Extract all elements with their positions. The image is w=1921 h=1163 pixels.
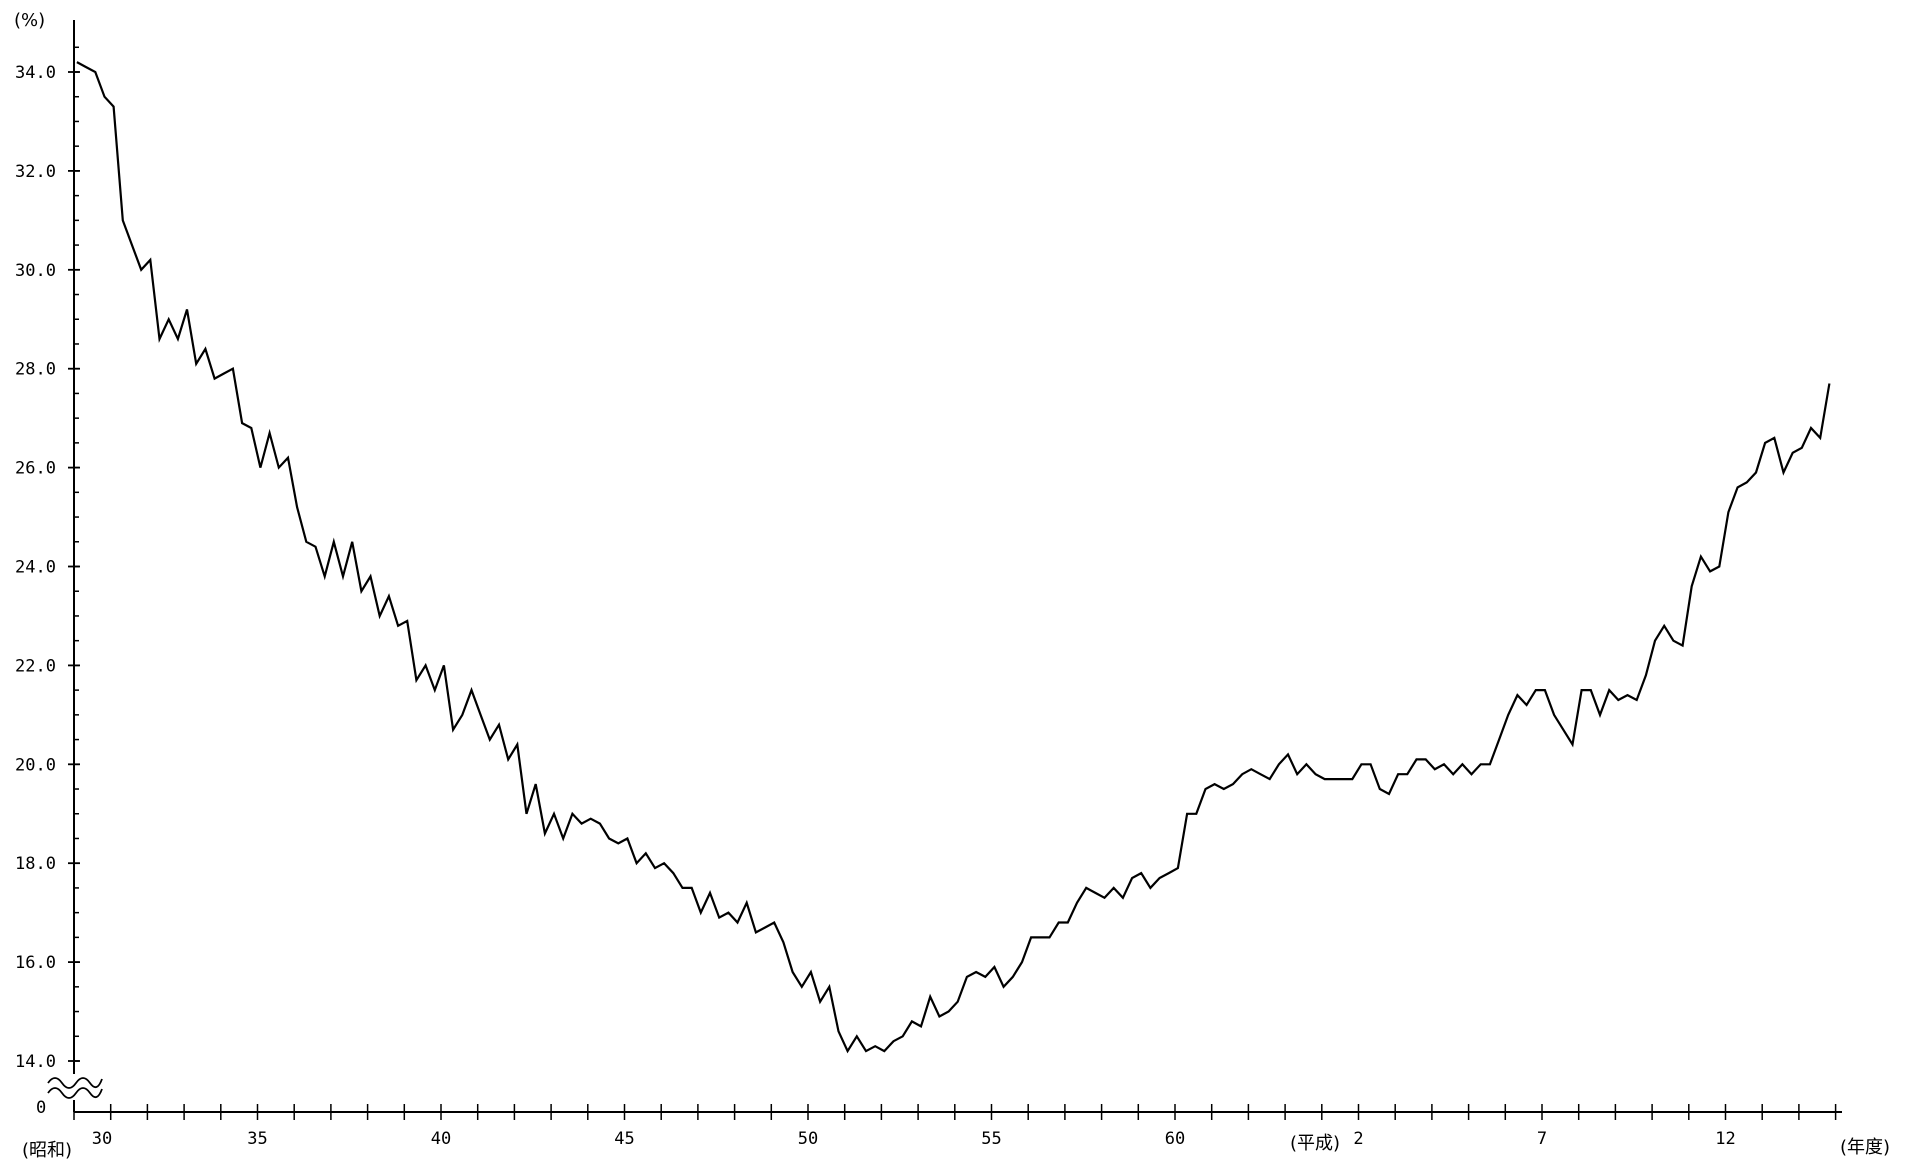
y-tick-label: 16.0: [15, 953, 56, 973]
y-tick-label: 30.0: [15, 261, 56, 281]
y-tick-label: 32.0: [15, 162, 56, 182]
x-tick-label: 12: [1715, 1129, 1735, 1149]
x-tick-label: 35: [247, 1129, 267, 1149]
x-tick-label: 2: [1353, 1129, 1363, 1149]
y-tick-label: 20.0: [15, 755, 56, 775]
y-tick-label: 28.0: [15, 360, 56, 380]
x-tick-label: 30: [92, 1129, 112, 1149]
x-tick-label: 50: [798, 1129, 818, 1149]
y-tick-label: 24.0: [15, 558, 56, 578]
y-tick-label: 18.0: [15, 854, 56, 874]
y-unit-label: (%): [14, 10, 45, 31]
series-line: [76, 61, 1831, 1054]
y-tick-label: 34.0: [15, 63, 56, 83]
x-tick-label: 60: [1165, 1129, 1185, 1149]
y-zero-label: 0: [36, 1098, 46, 1118]
x-tick-label: 7: [1537, 1129, 1547, 1149]
x-tick-labels: 30 35 40 45 50 55 60 2 7 12: [92, 1129, 1736, 1149]
x-tick-label: 55: [981, 1129, 1001, 1149]
y-tick-label: 26.0: [15, 459, 56, 479]
x-tick-label: 45: [614, 1129, 634, 1149]
axis-break-mark: [47, 1074, 103, 1100]
y-tick-labels: 14.0 16.0 18.0 20.0 22.0 24.0 26.0 28.0 30.0 32.0…: [15, 63, 56, 1072]
x-tick-label: 40: [431, 1129, 451, 1149]
y-tick-label: 22.0: [15, 656, 56, 676]
showa-era-label: (昭和): [22, 1140, 72, 1161]
x-unit-label: (年度): [1840, 1137, 1890, 1158]
heisei-era-label: (平成): [1290, 1133, 1340, 1154]
y-tick-label: 14.0: [15, 1052, 56, 1072]
